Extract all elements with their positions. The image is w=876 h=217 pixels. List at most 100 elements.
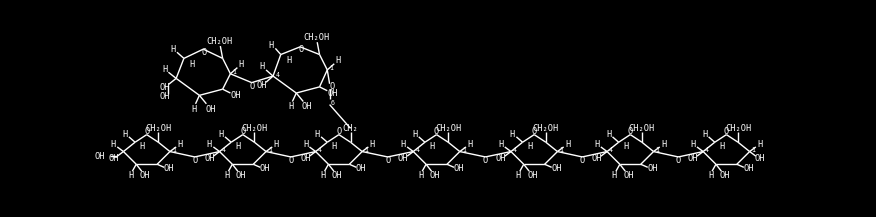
Text: H: H [110, 140, 116, 149]
Text: OH: OH [623, 171, 633, 180]
Text: H: H [171, 45, 176, 54]
Text: H: H [565, 140, 570, 149]
Text: OH: OH [139, 171, 150, 180]
Text: 4: 4 [276, 72, 279, 77]
Text: OH: OH [454, 164, 464, 173]
Text: OH: OH [332, 171, 343, 180]
Text: H: H [467, 140, 472, 149]
Text: O: O [532, 127, 537, 136]
Text: 1: 1 [462, 147, 466, 153]
Text: H: H [332, 141, 337, 151]
Text: H: H [191, 105, 196, 114]
Text: 4: 4 [318, 147, 321, 153]
Text: H: H [321, 171, 326, 180]
Text: O: O [483, 156, 488, 165]
Text: O: O [580, 156, 585, 165]
Text: 4: 4 [222, 147, 225, 153]
Text: OH: OH [108, 154, 118, 163]
Text: H: H [224, 171, 230, 180]
Text: OH: OH [429, 171, 440, 180]
Text: O: O [329, 82, 335, 91]
Text: H: H [413, 130, 418, 139]
Text: OH: OH [164, 164, 174, 173]
Text: O: O [385, 156, 391, 165]
Text: CH₂OH: CH₂OH [207, 37, 233, 46]
Text: H: H [123, 130, 128, 139]
Text: H: H [189, 60, 194, 69]
Text: H: H [314, 130, 320, 139]
Text: CH₂OH: CH₂OH [533, 124, 559, 133]
Text: O: O [192, 156, 197, 165]
Text: OH: OH [257, 81, 267, 90]
Text: OH: OH [754, 154, 765, 163]
Text: OH: OH [159, 92, 170, 101]
Text: H: H [207, 140, 212, 149]
Text: 1: 1 [560, 147, 563, 153]
Text: H: H [623, 141, 628, 151]
Text: H: H [516, 171, 521, 180]
Text: H: H [708, 171, 713, 180]
Text: OH: OH [719, 171, 730, 180]
Text: OH: OH [328, 89, 338, 97]
Text: 4: 4 [415, 147, 419, 153]
Text: H: H [336, 56, 341, 65]
Text: H: H [238, 60, 244, 69]
Text: OH: OH [591, 154, 602, 163]
Text: OH: OH [743, 164, 753, 173]
Text: 1: 1 [752, 147, 755, 153]
Text: H: H [139, 141, 145, 151]
Text: 6: 6 [331, 100, 335, 106]
Text: H: H [510, 130, 515, 139]
Text: O: O [724, 127, 729, 136]
Text: OH: OH [259, 164, 270, 173]
Text: O: O [336, 127, 342, 136]
Text: OH: OH [205, 105, 215, 114]
Text: 1: 1 [268, 147, 272, 153]
Text: H: H [178, 140, 183, 149]
Text: CH₂OH: CH₂OH [145, 124, 172, 133]
Text: OH: OH [159, 83, 170, 92]
Text: O: O [675, 156, 681, 165]
Text: H: H [429, 141, 434, 151]
Text: O: O [250, 82, 255, 91]
Text: O: O [201, 48, 207, 57]
Text: 1: 1 [655, 147, 660, 153]
Text: CH₂OH: CH₂OH [629, 124, 655, 133]
Text: OH: OH [551, 164, 562, 173]
Text: 1: 1 [364, 147, 368, 153]
Text: CH₂OH: CH₂OH [435, 124, 462, 133]
Text: H: H [757, 140, 762, 149]
Text: H: H [286, 56, 291, 65]
Text: 1: 1 [329, 65, 333, 71]
Text: OH: OH [356, 164, 366, 173]
Text: OH: OH [647, 164, 658, 173]
Text: O: O [144, 127, 149, 136]
Text: OH: OH [300, 154, 311, 163]
Text: H: H [303, 140, 308, 149]
Text: H: H [273, 140, 279, 149]
Text: H: H [269, 41, 274, 50]
Text: H: H [661, 140, 667, 149]
Text: OH: OH [688, 154, 698, 163]
Text: OH: OH [204, 154, 215, 163]
Text: 4: 4 [609, 147, 613, 153]
Text: OH: OH [527, 171, 538, 180]
Text: H: H [527, 141, 533, 151]
Text: OH: OH [398, 154, 408, 163]
Text: H: H [418, 171, 423, 180]
Text: H: H [259, 62, 265, 71]
Text: H: H [218, 130, 223, 139]
Text: 1: 1 [232, 69, 237, 75]
Text: H: H [400, 140, 406, 149]
Text: H: H [719, 141, 724, 151]
Text: H: H [162, 65, 167, 74]
Text: H: H [594, 140, 599, 149]
Text: H: H [128, 171, 133, 180]
Text: OH: OH [95, 152, 105, 161]
Text: CH₂OH: CH₂OH [725, 124, 751, 133]
Text: H: H [288, 102, 293, 111]
Text: 4: 4 [512, 147, 517, 153]
Text: H: H [606, 130, 611, 139]
Text: O: O [299, 45, 304, 54]
Text: O: O [240, 127, 245, 136]
